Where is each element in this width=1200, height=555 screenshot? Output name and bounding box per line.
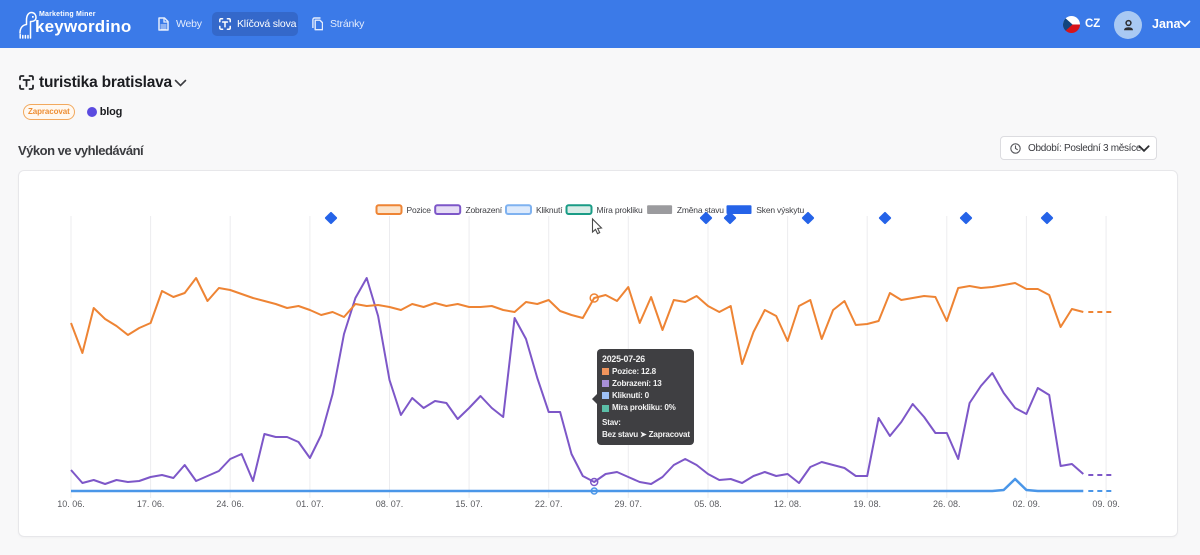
svg-text:01. 07.: 01. 07. (296, 499, 324, 509)
svg-text:02. 09.: 02. 09. (1013, 499, 1041, 509)
svg-text:15. 07.: 15. 07. (455, 499, 483, 509)
svg-text:09. 09.: 09. 09. (1092, 499, 1120, 509)
svg-text:22. 07.: 22. 07. (535, 499, 563, 509)
svg-text:Zobrazení: Zobrazení (466, 205, 503, 215)
svg-text:Pozice: Pozice (407, 205, 432, 215)
svg-text:12. 08.: 12. 08. (774, 499, 802, 509)
svg-text:29. 07.: 29. 07. (615, 499, 643, 509)
svg-text:10. 06.: 10. 06. (57, 499, 85, 509)
svg-text:Změna stavu: Změna stavu (677, 205, 724, 215)
svg-text:19. 08.: 19. 08. (853, 499, 881, 509)
svg-text:24. 06.: 24. 06. (216, 499, 244, 509)
svg-text:Sken výskytu: Sken výskytu (756, 205, 804, 215)
svg-text:Míra prokliku: Míra prokliku (597, 205, 644, 215)
svg-text:05. 08.: 05. 08. (694, 499, 722, 509)
svg-text:Kliknutí: Kliknutí (536, 205, 563, 215)
svg-text:17. 06.: 17. 06. (137, 499, 165, 509)
svg-text:26. 08.: 26. 08. (933, 499, 961, 509)
svg-text:08. 07.: 08. 07. (376, 499, 404, 509)
